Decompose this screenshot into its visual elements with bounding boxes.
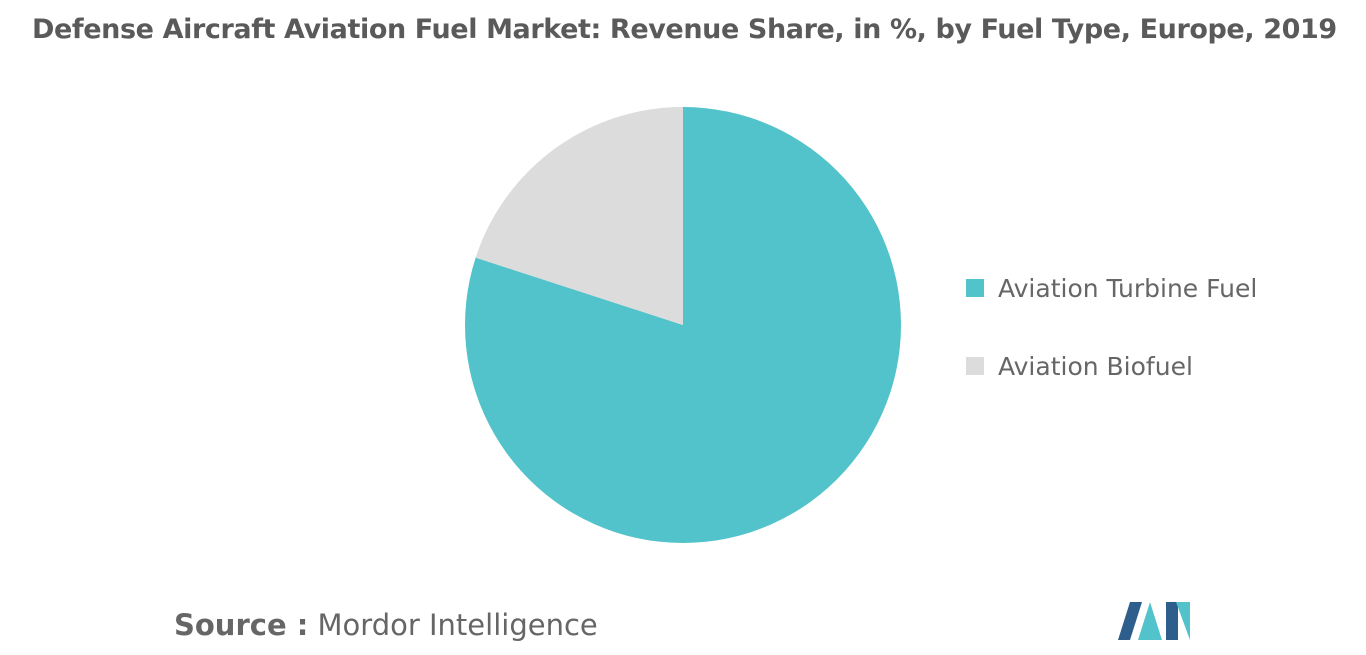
legend-label-aviation-biofuel: Aviation Biofuel: [998, 351, 1193, 381]
legend-item-aviation-turbine-fuel: Aviation Turbine Fuel: [966, 270, 1346, 306]
logo-shape-left: [1118, 602, 1142, 640]
logo-shape-right-slant: [1176, 602, 1190, 640]
logo-shape-middle: [1138, 602, 1162, 640]
pie-slices: [464, 107, 901, 543]
chart-title: Defense Aircraft Aviation Fuel Market: R…: [32, 14, 1337, 45]
legend-swatch-aviation-biofuel: [966, 357, 984, 375]
legend: Aviation Turbine Fuel Aviation Biofuel: [966, 270, 1346, 426]
legend-swatch-aviation-turbine-fuel: [966, 279, 984, 297]
source-label: Source :: [174, 608, 309, 642]
source-attribution: Source : Mordor Intelligence: [174, 608, 598, 642]
source-text: Mordor Intelligence: [317, 608, 598, 642]
logo-shape-right-bar: [1166, 602, 1178, 640]
mordor-intelligence-logo-icon: [1118, 602, 1190, 640]
legend-label-aviation-turbine-fuel: Aviation Turbine Fuel: [998, 273, 1258, 303]
legend-item-aviation-biofuel: Aviation Biofuel: [966, 348, 1346, 384]
pie-slice-aviation-biofuel: [475, 107, 683, 325]
